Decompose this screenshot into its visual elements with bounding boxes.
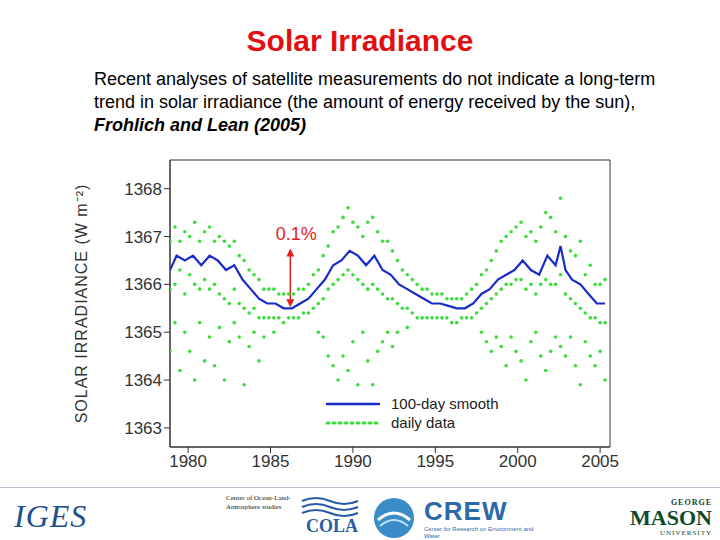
svg-text:2000: 2000 <box>499 452 537 471</box>
html-text:Solar Irradiance: Solar Irradiance <box>246 24 474 57</box>
html-text:Center for Research on Environ: Center for Research on Environment and W… <box>424 526 534 539</box>
svg-text:1985: 1985 <box>252 452 290 471</box>
svg-text:1365: 1365 <box>124 323 162 342</box>
svg-text:SOLAR IRRADIANCE (W m⁻²): SOLAR IRRADIANCE (W m⁻²) <box>73 184 90 424</box>
html-text:Center of Ocean-Land-Atmospher: Center of Ocean-Land-Atmosphere studies <box>226 494 291 511</box>
html-text:MASON: MASON <box>630 505 712 530</box>
svg-text:1364: 1364 <box>124 371 162 390</box>
html-text:Frohlich and Lean (2005): Frohlich and Lean (2005) <box>94 115 306 135</box>
svg-text:1995: 1995 <box>416 452 454 471</box>
html-text:COLA: COLA <box>306 516 358 536</box>
svg-text:1980: 1980 <box>169 452 207 471</box>
html-text:IGES: IGES <box>14 498 88 534</box>
svg-text:1363: 1363 <box>124 419 162 438</box>
html-text:100-day smooth: 100-day smooth <box>391 395 499 412</box>
svg-text:1366: 1366 <box>124 275 162 294</box>
html-text:Recent analyses of satellite m: Recent analyses of satellite measurement… <box>94 69 656 112</box>
svg-text:1368: 1368 <box>124 180 162 199</box>
html-text:daily data: daily data <box>391 414 456 431</box>
html-text:CREW: CREW <box>424 496 508 526</box>
html-text:GEORGE: GEORGE <box>670 498 712 507</box>
svg-text:1990: 1990 <box>334 452 372 471</box>
svg-text:0.1%: 0.1% <box>276 224 317 244</box>
svg-text:1367: 1367 <box>124 228 162 247</box>
html-text:UNIVERSITY: UNIVERSITY <box>660 529 712 537</box>
svg-text:2005: 2005 <box>581 452 619 471</box>
